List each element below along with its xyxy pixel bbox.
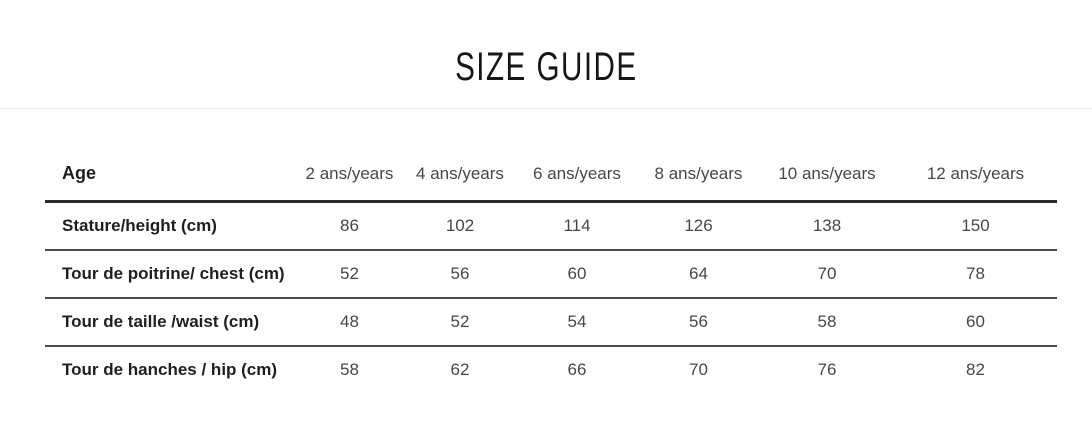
measurement-value: 70 [817,264,837,283]
measurement-value: 150 [961,216,990,235]
size-column-header: 6 ans/years [533,163,621,183]
measurement-value: 126 [684,216,713,235]
measurement-value: 60 [966,312,985,331]
measurement-value: 60 [567,264,587,283]
measurement-value: 58 [817,312,837,331]
age-column-header: Age [62,163,97,183]
measurement-value: 48 [340,312,359,331]
size-guide-table: Age 2 ans/years 4 ans/years 6 ans/years 8 an… [45,149,1057,393]
size-column-header: 12 ans/years [926,163,1025,183]
measurement-value: 64 [689,264,708,283]
measurement-value: 70 [689,360,708,379]
measurement-value: 66 [567,360,587,379]
title-section: SIZE GUIDE [0,0,1092,109]
measurement-value: 102 [445,216,475,235]
table-row: Tour de taille /waist (cm) 48 52 54 56 58 60 [45,298,1057,346]
measurement-value: 78 [966,264,985,283]
table-row: Tour de hanches / hip (cm) 58 62 66 70 76 82 [45,346,1057,393]
measurement-value: 76 [817,360,837,379]
measurement-value: 82 [966,360,985,379]
measurement-value: 56 [450,264,470,283]
measurement-value: 52 [450,312,470,331]
size-column-header: 8 ans/years [654,163,743,183]
measurement-value: 62 [450,360,470,379]
measurement-value: 58 [340,360,359,379]
measurement-label: Tour de poitrine/ chest (cm) [62,264,285,283]
size-column-header: 4 ans/years [416,163,504,183]
measurement-value: 52 [340,264,359,283]
table-row: Tour de poitrine/ chest (cm) 52 56 60 64 70 78 [45,250,1057,298]
table-header-row: Age 2 ans/years 4 ans/years 6 ans/years 8 an… [45,149,1057,202]
measurement-value: 56 [689,312,708,331]
measurement-value: 54 [567,312,587,331]
measurement-value: 86 [340,216,359,235]
measurement-label: Tour de hanches / hip (cm) [62,360,278,379]
table-row: Stature/height (cm) 86 102 114 126 138 150 [45,202,1057,250]
page-title: SIZE GUIDE [454,45,638,89]
size-column-header: 10 ans/years [778,163,876,183]
measurement-value: 114 [563,216,591,235]
measurement-value: 138 [812,216,842,235]
measurement-label: Tour de taille /waist (cm) [62,312,260,331]
size-column-header: 2 ans/years [305,163,394,183]
measurement-label: Stature/height (cm) [62,216,217,235]
